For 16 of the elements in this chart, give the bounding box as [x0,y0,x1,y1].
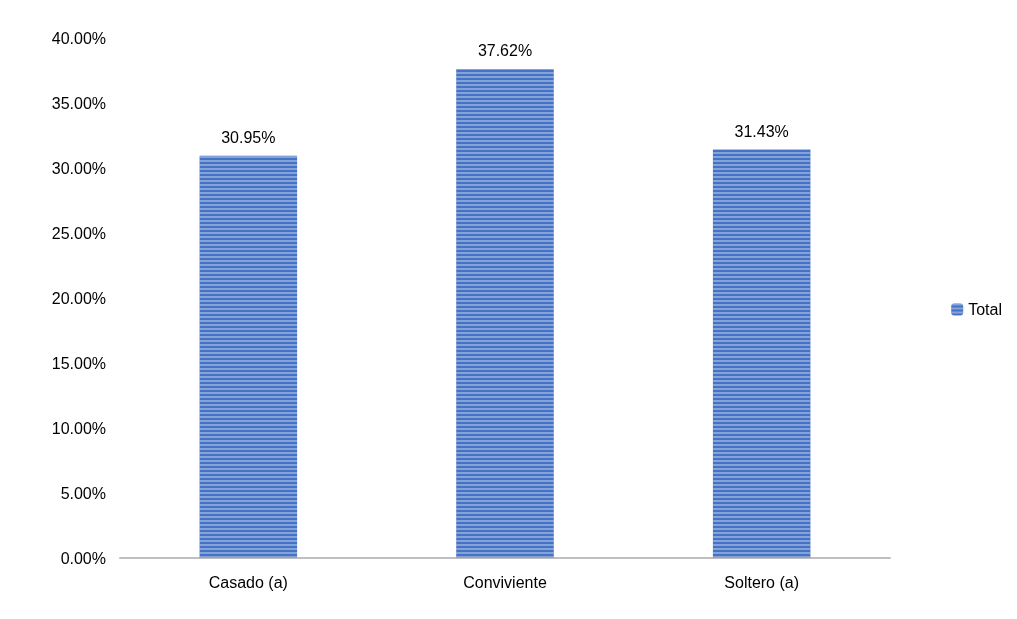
y-tick-label: 35.00% [51,94,106,112]
data-label: 31.43% [734,122,789,140]
y-tick-label: 0.00% [60,549,106,567]
x-tick-label: Soltero (a) [724,573,800,591]
y-tick-label: 5.00% [60,484,106,502]
x-tick-label: Conviviente [463,573,547,591]
data-label: 30.95% [221,129,276,147]
y-tick-label: 15.00% [51,354,106,372]
data-label: 37.62% [477,42,533,60]
x-tick-label: Casado (a) [208,573,288,591]
y-tick-label: 30.00% [51,159,106,177]
y-tick-label: 25.00% [51,224,106,242]
y-tick-label: 10.00% [51,419,106,437]
y-tick-label: 40.00% [51,29,106,47]
y-tick-label: 20.00% [51,289,106,307]
legend-label: Total [968,301,1002,318]
